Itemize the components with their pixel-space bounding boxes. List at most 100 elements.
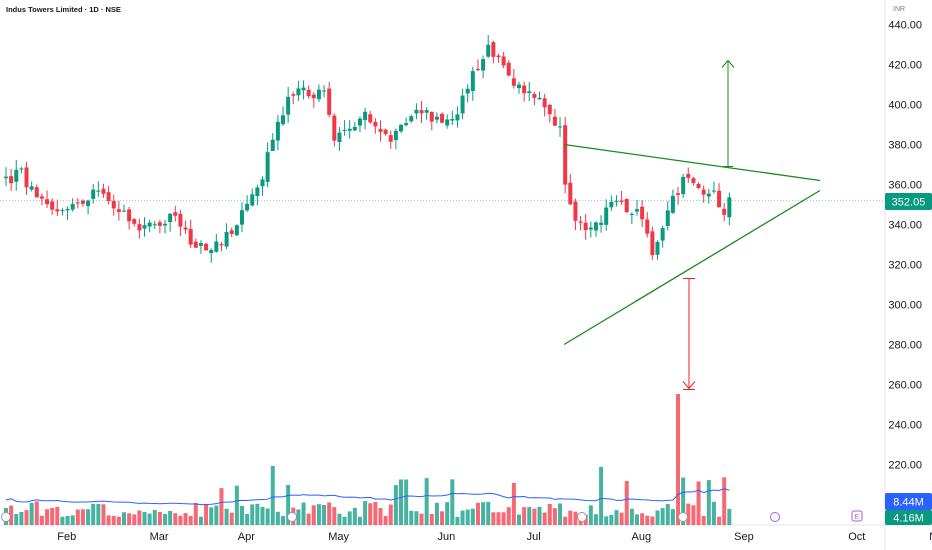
x-tick-label: Jul xyxy=(527,531,541,543)
candle-body xyxy=(506,62,511,76)
candle-body xyxy=(481,59,486,71)
candle-body xyxy=(65,208,70,211)
time-axis[interactable]: Feb Mar Apr May Jun Jul Aug Sep Oct Nov xyxy=(57,531,932,543)
candle-body xyxy=(568,182,573,205)
dividend-marker-1[interactable] xyxy=(1,512,11,522)
volume-bar xyxy=(245,513,250,525)
candle-body xyxy=(352,126,357,131)
volume-bar xyxy=(470,508,475,525)
candle-body xyxy=(91,189,96,199)
volume-bar xyxy=(486,501,491,525)
candle-body xyxy=(111,200,116,209)
volume-bar xyxy=(619,512,624,525)
volume-bar xyxy=(640,513,645,525)
volume-bar xyxy=(337,513,342,525)
candle-body xyxy=(214,241,219,252)
candle-body xyxy=(137,224,142,231)
candle-body xyxy=(614,201,619,203)
volume-bar xyxy=(265,508,270,525)
volume-bar xyxy=(101,504,106,525)
volume-bar xyxy=(127,513,132,525)
candle-body xyxy=(4,176,8,179)
candle-body xyxy=(445,119,450,126)
split-marker[interactable] xyxy=(770,512,780,522)
candle-body xyxy=(34,187,39,198)
volume-bar xyxy=(275,511,280,525)
volume-bar xyxy=(547,504,552,525)
volume-bar xyxy=(132,514,137,525)
volume-bar xyxy=(373,501,378,525)
volume-bar xyxy=(229,512,234,525)
volume-bar xyxy=(91,503,96,525)
volume-bar xyxy=(316,504,321,525)
upper-trendline xyxy=(563,143,821,182)
dividend-marker-4[interactable] xyxy=(678,512,688,522)
candle-body xyxy=(722,208,727,215)
candle-body xyxy=(650,231,655,256)
candle-body xyxy=(532,93,537,98)
x-tick-label: Mar xyxy=(150,531,169,543)
candle-body xyxy=(337,132,342,143)
candle-body xyxy=(717,190,722,208)
candle-body xyxy=(75,202,80,204)
volume-bar xyxy=(429,514,434,525)
volume-bar xyxy=(50,507,55,525)
volume-bar xyxy=(409,510,414,525)
volume-bar xyxy=(75,509,80,525)
candle-body xyxy=(173,212,178,216)
candle-body xyxy=(696,183,701,189)
volume-bar xyxy=(450,479,455,525)
volume-bar xyxy=(655,510,660,525)
candle-body xyxy=(578,221,583,223)
candle-body xyxy=(399,124,404,132)
volume-bar xyxy=(296,509,301,525)
y-tick-label: 340.00 xyxy=(888,220,922,232)
price-axis[interactable]: 440.00 420.00 400.00 380.00 360.00 340.00 320.… xyxy=(888,20,922,472)
candle-body xyxy=(219,244,224,246)
candle-body xyxy=(50,201,55,210)
dividend-marker-2[interactable] xyxy=(287,512,297,522)
volume-bar xyxy=(209,507,214,525)
candle-body xyxy=(655,242,660,255)
candle-body xyxy=(24,167,29,188)
volume-bar xyxy=(14,514,19,525)
candle-body xyxy=(229,230,234,234)
candle-body xyxy=(711,190,716,192)
volume-bar xyxy=(281,515,286,525)
volume-bar xyxy=(9,505,14,525)
volume-bar xyxy=(168,510,173,525)
volume-bar xyxy=(599,467,604,525)
candle-body xyxy=(588,227,593,230)
candle-body xyxy=(183,227,188,230)
dividend-marker-3[interactable] xyxy=(577,512,587,522)
candle-body xyxy=(409,116,414,122)
candle-body xyxy=(101,188,106,194)
candle-body xyxy=(573,201,578,221)
candle-body xyxy=(275,121,280,141)
candle-body xyxy=(286,96,291,115)
candle-body xyxy=(239,210,244,225)
volume-bar xyxy=(45,509,50,525)
candle-body xyxy=(629,213,634,215)
volume-bar xyxy=(121,512,126,525)
volume-bar xyxy=(24,510,29,525)
volume-bar xyxy=(96,503,101,525)
volume-bar xyxy=(173,513,178,525)
earnings-event-marker[interactable]: E xyxy=(851,510,863,522)
x-tick-label: Nov xyxy=(929,531,932,543)
candle-body xyxy=(501,56,506,66)
candle-body xyxy=(686,173,691,178)
candle-body xyxy=(378,129,383,132)
volume-bar xyxy=(722,477,727,525)
volume-bar xyxy=(163,513,168,525)
candle-body xyxy=(332,115,337,141)
volume-bar xyxy=(39,515,44,525)
volume-bar xyxy=(665,504,670,525)
candle-body xyxy=(593,222,598,231)
y-tick-label: 220.00 xyxy=(888,460,922,472)
candle-body xyxy=(414,109,419,114)
x-tick-label: May xyxy=(328,531,349,543)
candle-body xyxy=(327,88,332,115)
volume-bar xyxy=(55,506,60,525)
